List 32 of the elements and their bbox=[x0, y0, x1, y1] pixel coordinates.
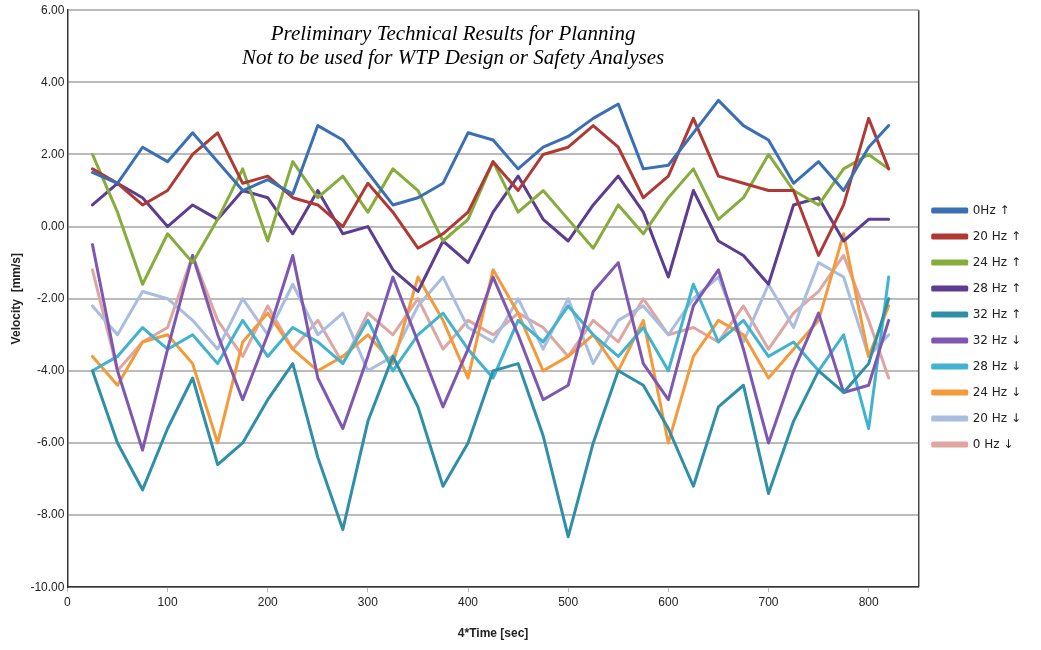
y-tick-label: 4.00 bbox=[41, 74, 65, 89]
legend-label: 24 Hz ↑ bbox=[972, 254, 1022, 269]
x-tick-label: 0 bbox=[64, 594, 72, 609]
y-tick-label: 2.00 bbox=[41, 146, 65, 161]
legend-label: 0Hz ↑ bbox=[972, 202, 1010, 217]
legend-label: 32 Hz ↑ bbox=[972, 306, 1022, 321]
y-tick-label: -10.00 bbox=[30, 579, 65, 594]
annotation: Preliminary Technical Results for Planning bbox=[269, 21, 636, 46]
x-tick-label: 400 bbox=[458, 594, 479, 609]
y-tick-label: 0.00 bbox=[41, 218, 65, 233]
x-axis-title: 4*Time [sec] bbox=[457, 626, 529, 641]
x-tick-label: 300 bbox=[357, 594, 379, 609]
legend-label: 0 Hz ↓ bbox=[972, 436, 1014, 451]
y-tick-label: 6.00 bbox=[41, 2, 65, 17]
y-tick-label: -6.00 bbox=[37, 435, 65, 450]
legend-label: 28 Hz ↑ bbox=[972, 280, 1022, 295]
legend-label: 20 Hz ↓ bbox=[972, 410, 1022, 425]
annotation: Not to be used for WTP Design or Safety Analyses bbox=[241, 45, 665, 70]
legend-label: 28 Hz ↓ bbox=[972, 358, 1022, 373]
x-tick-label: 200 bbox=[257, 594, 279, 609]
x-tick-label: 700 bbox=[758, 594, 779, 609]
legend-label: 24 Hz ↓ bbox=[972, 384, 1022, 399]
legend-label: 20 Hz ↑ bbox=[972, 228, 1022, 243]
y-tick-label: -8.00 bbox=[37, 507, 65, 522]
y-tick-label: -4.00 bbox=[37, 363, 65, 378]
y-tick-label: -2.00 bbox=[37, 291, 65, 306]
x-tick-label: 100 bbox=[157, 594, 178, 609]
x-tick-label: 600 bbox=[658, 594, 679, 609]
x-tick-label: 800 bbox=[858, 594, 879, 609]
x-tick-label: 500 bbox=[558, 594, 579, 609]
legend-label: 32 Hz ↓ bbox=[972, 332, 1022, 347]
y-axis-title: Velocity [mm/s] bbox=[8, 253, 23, 345]
